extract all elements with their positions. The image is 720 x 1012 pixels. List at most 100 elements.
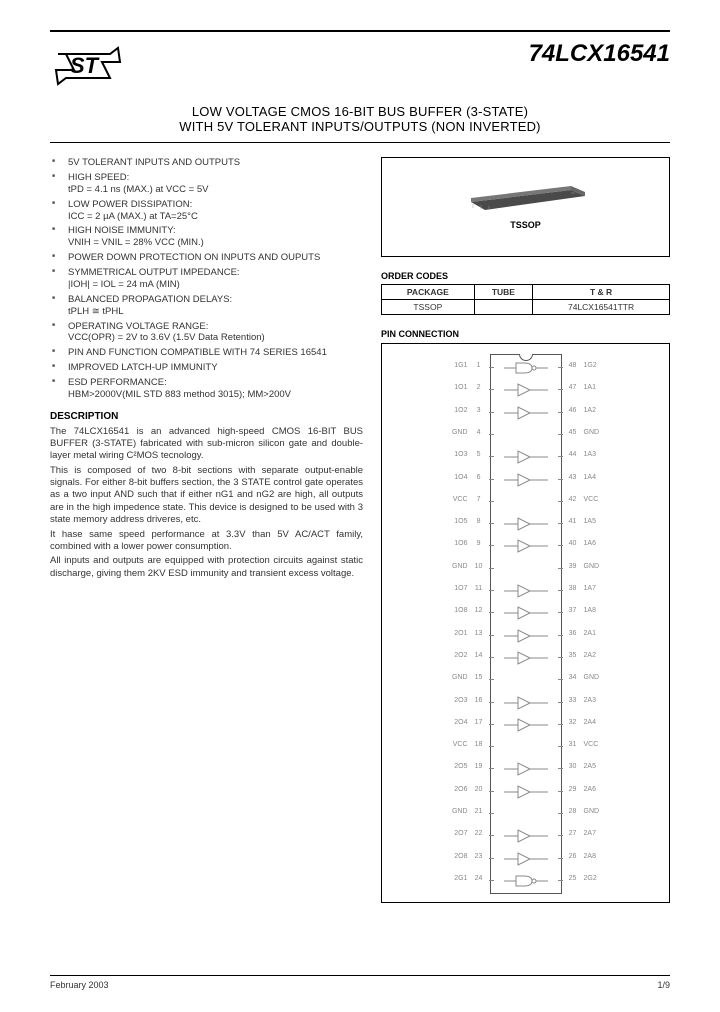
pin-num-right: 36 xyxy=(566,630,580,637)
pin-num-left: 17 xyxy=(472,719,486,726)
pin-num-right: 44 xyxy=(566,451,580,458)
order-codes-table: PACKAGETUBET & R TSSOP74LCX16541TTR xyxy=(381,284,670,315)
pin-tick-right xyxy=(558,545,563,546)
pin-num-left: 1 xyxy=(472,362,486,369)
pin-label-left: 2G1 xyxy=(436,875,468,882)
pin-label-right: 1A4 xyxy=(584,474,616,481)
pin-label-left: 1O2 xyxy=(436,407,468,414)
pin-tick-left xyxy=(489,434,494,435)
pin-num-left: 10 xyxy=(472,563,486,570)
feature-item: OPERATING VOLTAGE RANGE:VCC(OPR) = 2V to… xyxy=(60,321,363,345)
pin-label-left: 1O3 xyxy=(436,451,468,458)
pin-label-left: 2O5 xyxy=(436,763,468,770)
feature-item: POWER DOWN PROTECTION ON INPUTS AND OUPU… xyxy=(60,252,363,264)
order-cell: 74LCX16541TTR xyxy=(533,300,670,315)
feature-sub: tPLH ≅ tPHL xyxy=(68,306,363,318)
pin-tick-right xyxy=(558,590,563,591)
desc-p3: It hase same speed performance at 3.3V t… xyxy=(50,529,363,554)
footer-date: February 2003 xyxy=(50,980,109,990)
pin-connection-heading: PIN CONNECTION xyxy=(381,329,670,339)
pin-label-left: 2O4 xyxy=(436,719,468,726)
pin-tick-right xyxy=(558,724,563,725)
order-cell: TSSOP xyxy=(382,300,475,315)
pin-tick-right xyxy=(558,456,563,457)
pin-label-left: 2O1 xyxy=(436,630,468,637)
buffer-icon xyxy=(504,405,548,424)
pin-tick-right xyxy=(558,746,563,747)
pin-label-left: VCC xyxy=(436,741,468,748)
pin-num-left: 18 xyxy=(472,741,486,748)
pin-num-left: 22 xyxy=(472,830,486,837)
pin-num-right: 35 xyxy=(566,652,580,659)
pin-num-right: 45 xyxy=(566,429,580,436)
pin-tick-left xyxy=(489,412,494,413)
pin-num-left: 4 xyxy=(472,429,486,436)
pin-tick-left xyxy=(489,523,494,524)
pin-label-right: 1A3 xyxy=(584,451,616,458)
pin-num-left: 19 xyxy=(472,763,486,770)
features-list: 5V TOLERANT INPUTS AND OUTPUTSHIGH SPEED… xyxy=(50,157,363,401)
pin-label-left: GND xyxy=(436,674,468,681)
pin-tick-right xyxy=(558,657,563,658)
pin-num-left: 21 xyxy=(472,808,486,815)
buffer-icon xyxy=(504,583,548,602)
pin-tick-right xyxy=(558,813,563,814)
pin-tick-right xyxy=(558,523,563,524)
pin-tick-right xyxy=(558,679,563,680)
page-footer: February 2003 1/9 xyxy=(50,975,670,990)
main-columns: 5V TOLERANT INPUTS AND OUTPUTSHIGH SPEED… xyxy=(50,157,670,903)
pin-num-left: 12 xyxy=(472,607,486,614)
title-line-1: LOW VOLTAGE CMOS 16-BIT BUS BUFFER (3-ST… xyxy=(50,104,670,119)
pin-num-left: 2 xyxy=(472,384,486,391)
pin-tick-right xyxy=(558,479,563,480)
feature-sub: VNIH = VNIL = 28% VCC (MIN.) xyxy=(68,237,363,249)
pin-num-left: 6 xyxy=(472,474,486,481)
pin-num-right: 37 xyxy=(566,607,580,614)
pin-label-right: 1A2 xyxy=(584,407,616,414)
pin-row: GND445GND xyxy=(436,425,616,445)
order-cell xyxy=(474,300,533,315)
st-logo: ST xyxy=(50,40,126,100)
pin-tick-left xyxy=(489,679,494,680)
pin-num-right: 27 xyxy=(566,830,580,837)
svg-text:ST: ST xyxy=(70,53,100,78)
pin-tick-right xyxy=(558,858,563,859)
pin-connection-diagram: 1G11481G21O12471A11O23461A2GND445GND1O35… xyxy=(381,343,670,903)
pin-num-right: 31 xyxy=(566,741,580,748)
feature-item: IMPROVED LATCH-UP IMMUNITY xyxy=(60,362,363,374)
pin-num-left: 11 xyxy=(472,585,486,592)
pin-num-left: 5 xyxy=(472,451,486,458)
pin-tick-left xyxy=(489,590,494,591)
buffer-icon xyxy=(504,516,548,535)
order-header-cell: TUBE xyxy=(474,285,533,300)
pin-label-left: 1O1 xyxy=(436,384,468,391)
pin-tick-left xyxy=(489,635,494,636)
pin-num-right: 25 xyxy=(566,875,580,882)
buffer-icon xyxy=(504,628,548,647)
pin-num-left: 20 xyxy=(472,786,486,793)
pin-label-right: 2A7 xyxy=(584,830,616,837)
buffer-icon xyxy=(504,472,548,491)
pin-row: VCC1831VCC xyxy=(436,737,616,757)
buffer-icon xyxy=(504,828,548,847)
package-box: TSSOP xyxy=(381,157,670,257)
pin-label-right: VCC xyxy=(584,496,616,503)
pin-label-right: 1A1 xyxy=(584,384,616,391)
pin-tick-left xyxy=(489,501,494,502)
gate-icon xyxy=(504,873,548,892)
pin-label-right: 2G2 xyxy=(584,875,616,882)
desc-p2: This is composed of two 8-bit sections w… xyxy=(50,465,363,527)
pin-tick-left xyxy=(489,456,494,457)
pin-label-left: 1O5 xyxy=(436,518,468,525)
pin-tick-left xyxy=(489,568,494,569)
pin-label-left: 2O7 xyxy=(436,830,468,837)
feature-sub: HBM>2000V(MIL STD 883 method 3015); MM>2… xyxy=(68,389,363,401)
pin-label-right: GND xyxy=(584,674,616,681)
buffer-icon xyxy=(504,784,548,803)
pin-label-left: GND xyxy=(436,563,468,570)
pin-num-left: 3 xyxy=(472,407,486,414)
pin-label-left: 2O6 xyxy=(436,786,468,793)
pin-label-left: 1O4 xyxy=(436,474,468,481)
pin-num-right: 48 xyxy=(566,362,580,369)
pin-tick-right xyxy=(558,501,563,502)
